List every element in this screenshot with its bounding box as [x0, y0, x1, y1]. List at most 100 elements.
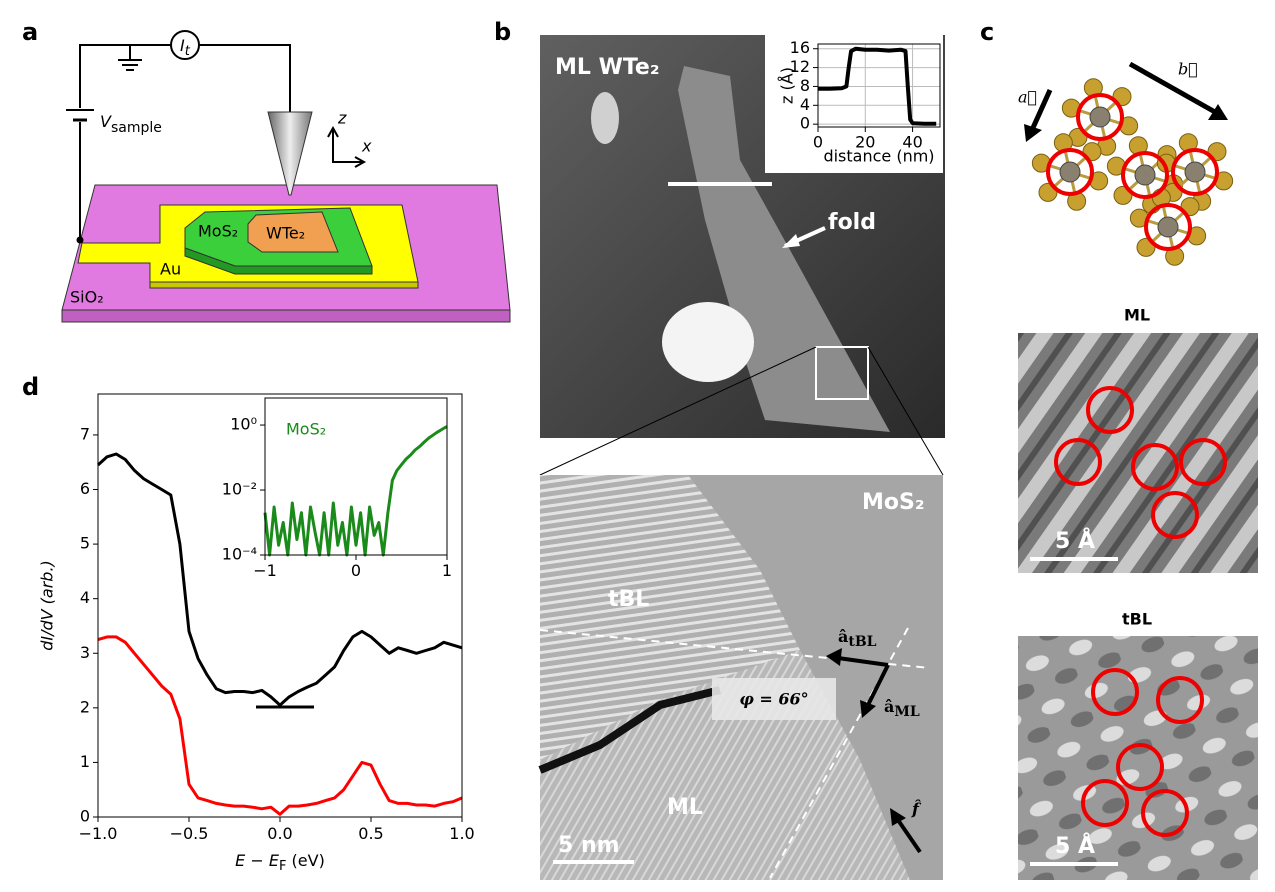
plot-frame	[817, 43, 941, 128]
vector-arrow	[896, 818, 922, 854]
x-tick-label: 0	[813, 132, 823, 151]
atom	[1089, 106, 1111, 128]
image-title: ML	[1124, 306, 1150, 325]
series-line	[263, 425, 448, 557]
voltage-symbol: V	[100, 112, 112, 131]
wire	[199, 44, 291, 112]
voltage-label: Vsample	[100, 112, 162, 137]
series-line	[96, 452, 463, 707]
ground	[118, 45, 142, 71]
y-tick-label: 10⁻⁴	[222, 545, 257, 564]
axis-x: x	[361, 137, 372, 156]
atom	[1157, 216, 1179, 238]
panel-c: c a⃗ b⃗ ML tBL 5 Å 5 Å	[980, 18, 1258, 880]
vector-label: âML	[884, 697, 920, 721]
substrate-edge	[61, 309, 511, 323]
tbl-region	[540, 475, 800, 760]
x-label-part: (eV)	[286, 851, 324, 870]
y-tick-label: 1	[80, 752, 90, 771]
fold-arrow-head	[782, 234, 800, 248]
ring	[1179, 438, 1227, 486]
atom	[1134, 164, 1156, 186]
ring	[1144, 203, 1192, 251]
particle	[591, 92, 619, 144]
ring	[1091, 668, 1139, 716]
arrow-head	[890, 808, 906, 826]
panel-letter: b	[494, 18, 511, 46]
zoom-line	[867, 346, 944, 476]
edge	[538, 686, 721, 774]
image-title: tBL	[1122, 610, 1152, 629]
axes-arrows	[327, 125, 367, 168]
ammeter	[170, 30, 200, 60]
vector-sub: tBL	[848, 634, 876, 650]
atom	[1059, 161, 1081, 183]
ring	[1086, 386, 1134, 434]
angle-label: φ = 66°	[739, 690, 808, 709]
angle-box	[712, 678, 836, 720]
lattice-vector	[1029, 88, 1053, 132]
particle	[662, 302, 754, 382]
scale-label: 5 nm	[558, 833, 620, 858]
x-tick-label: 1	[442, 561, 452, 580]
vector-symbol: â	[884, 697, 894, 716]
mos2-edge	[184, 247, 373, 275]
scale-label: 5 Å	[1055, 833, 1095, 859]
x-tick-label: 0.0	[267, 824, 292, 843]
panel-a: a It Vsample z x MoS₂ WTe₂ Au SiO₂	[22, 18, 511, 323]
series-label: MoS₂	[286, 420, 326, 439]
y-tick-label: 4	[800, 95, 810, 114]
x-tick-label: 0.5	[358, 824, 383, 843]
ring	[1131, 443, 1179, 491]
lattice-vector	[1128, 61, 1217, 115]
region-label: ML	[667, 795, 703, 820]
y-tick-label: 12	[790, 57, 810, 76]
ring	[1046, 148, 1094, 196]
region-label: tBL	[608, 587, 649, 612]
series-line	[818, 46, 937, 126]
ring	[1151, 491, 1199, 539]
ring-markers	[1046, 93, 1227, 837]
arrow-head	[1208, 104, 1228, 120]
y-tick-label: 8	[800, 76, 810, 95]
region-label: MoS₂	[862, 490, 925, 515]
x-tick-label: −1.0	[79, 824, 118, 843]
y-tick-label: 2	[80, 697, 90, 716]
zoom-box	[815, 346, 869, 400]
ml-strip	[678, 66, 890, 432]
y-tick-label: 10⁰	[230, 415, 257, 434]
fold-label: fold	[828, 210, 876, 235]
current-sub: t	[185, 44, 191, 59]
panel-letter: a	[22, 18, 38, 46]
plot-frame	[264, 397, 448, 556]
x-tick-label: 1.0	[449, 824, 474, 843]
plot-frame	[97, 393, 463, 818]
wire	[79, 44, 171, 240]
axis-z: z	[337, 109, 347, 128]
vector-label: f̂	[911, 800, 922, 819]
y-tick-label: 16	[790, 38, 810, 57]
series-line	[97, 635, 463, 816]
y-axis-label: z (Å)	[778, 67, 797, 104]
vector-arrow	[866, 664, 890, 706]
zoom-line	[539, 346, 817, 476]
scale-label: 5 Å	[1055, 528, 1095, 554]
x-axis-label: distance (nm)	[823, 147, 934, 166]
x-tick-label: 0	[351, 561, 361, 580]
vector-arrow	[837, 656, 889, 667]
panel-b: b ML WTe₂ fold φ = 66° âtBL âML f̂ MoS₂ …	[494, 18, 945, 880]
panel-letter: d	[22, 373, 39, 401]
x-axis-label: E − EF (eV)	[235, 851, 325, 874]
y-tick-label: 6	[80, 479, 90, 498]
vector-label: a⃗	[1018, 88, 1037, 107]
tip	[267, 111, 313, 196]
arrow-head	[1024, 124, 1042, 142]
current-symbol: I	[180, 36, 185, 55]
ring	[1076, 93, 1124, 141]
ring	[1141, 789, 1189, 837]
y-axis-label: dI/dV (arb.)	[38, 560, 57, 651]
atom	[1184, 161, 1206, 183]
y-tick-label: 3	[80, 643, 90, 662]
ring	[1081, 779, 1129, 827]
x-tick-label: −1	[253, 561, 277, 580]
